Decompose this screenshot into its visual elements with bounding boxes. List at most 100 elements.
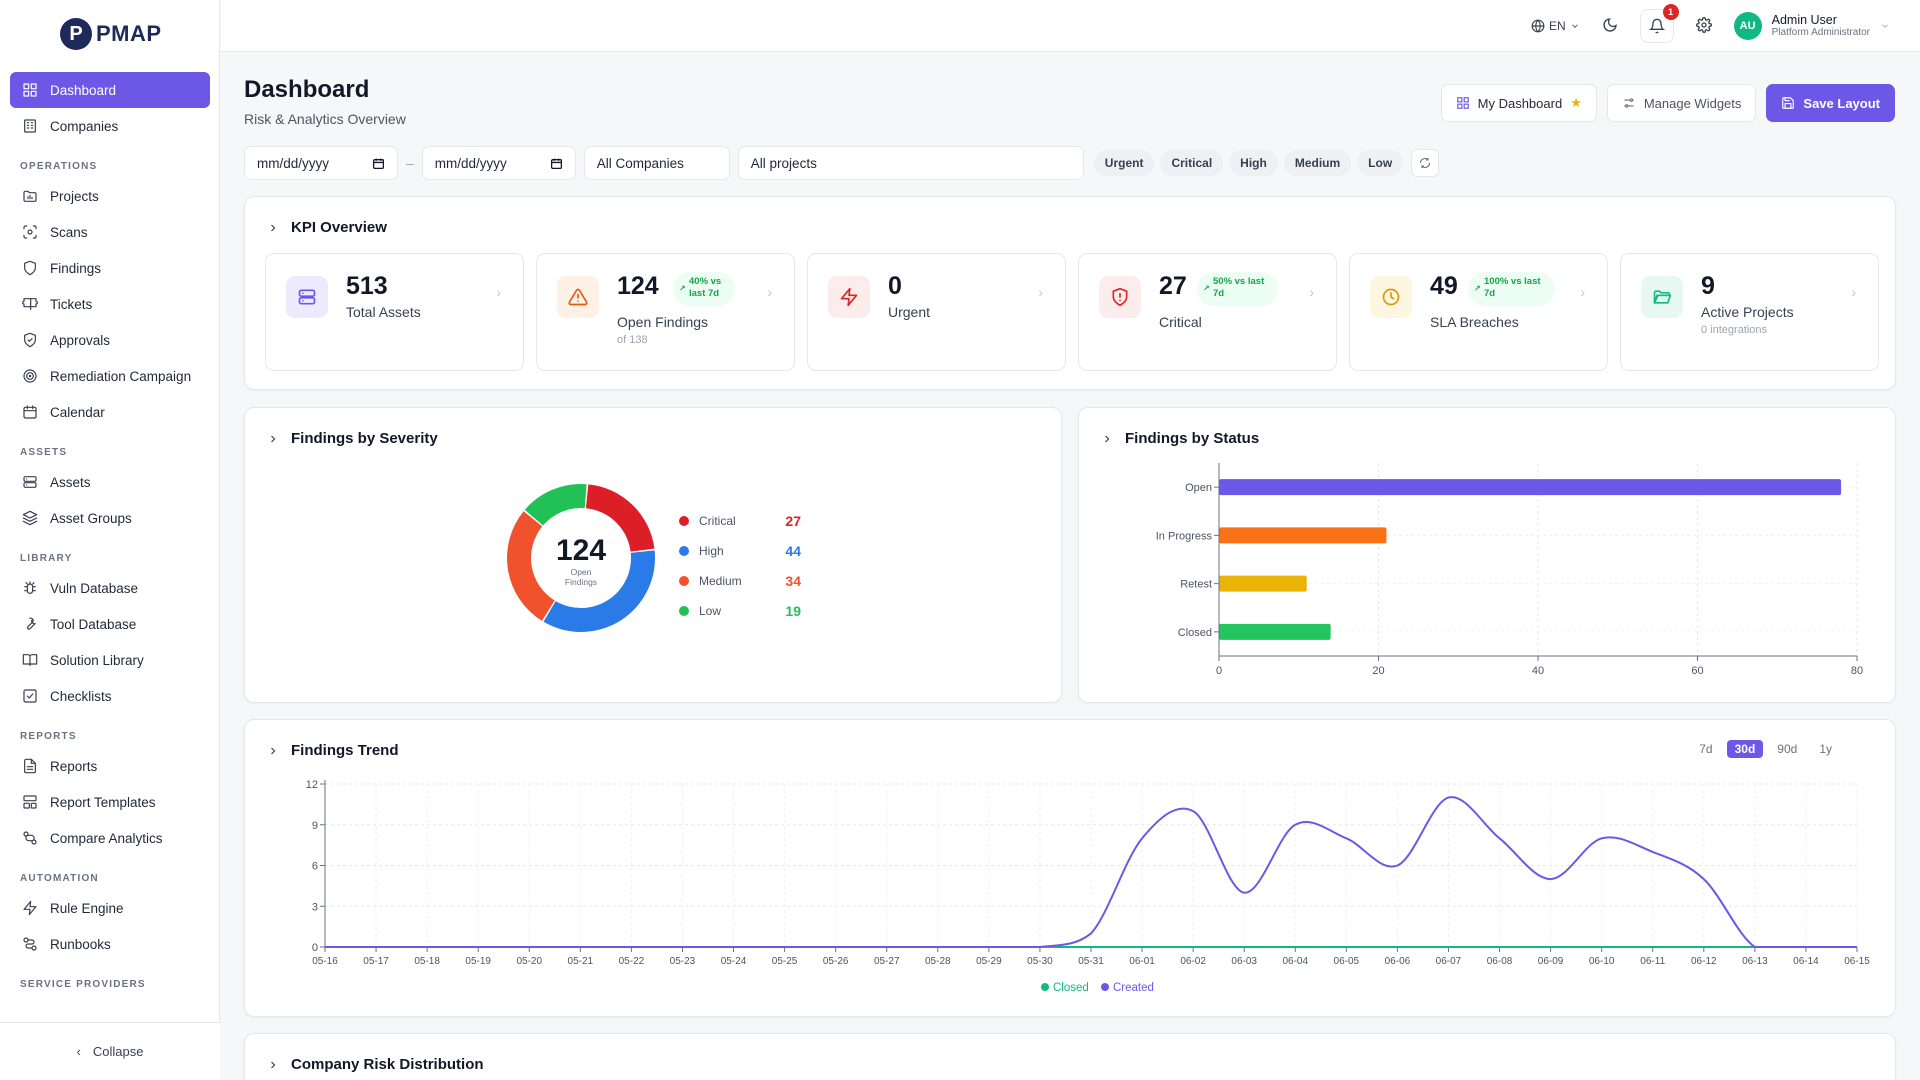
- sidebar-item-label: Tickets: [50, 296, 93, 312]
- kpi-value: 124: [617, 272, 659, 300]
- kpi-card-active-projects[interactable]: 9 Active Projects 0 integrations ›: [1620, 253, 1879, 371]
- date-from-input[interactable]: mm/dd/yyyy: [244, 146, 398, 180]
- kpi-label: Active Projects: [1701, 304, 1794, 320]
- sidebar-item-projects[interactable]: Projects: [10, 178, 210, 214]
- bar-retest[interactable]: [1219, 575, 1307, 592]
- range-7d[interactable]: 7d: [1699, 742, 1713, 756]
- notifications-button[interactable]: 1: [1639, 4, 1679, 43]
- kpi-icon-box: [557, 276, 599, 318]
- severity-chip-high[interactable]: High: [1229, 150, 1278, 176]
- donut-slice-low[interactable]: [524, 484, 587, 526]
- sidebar-item-companies[interactable]: Companies: [10, 108, 210, 144]
- language-selector[interactable]: EN: [1531, 19, 1580, 33]
- kpi-overview-header[interactable]: KPI Overview: [267, 219, 387, 236]
- bar-closed[interactable]: [1219, 623, 1331, 640]
- folder-chart-icon: [23, 190, 37, 202]
- kpi-card-urgent[interactable]: 0 Urgent ›: [807, 253, 1066, 371]
- range-30d[interactable]: 30d: [1726, 740, 1764, 758]
- save-icon: [1782, 97, 1795, 109]
- x-tick-label: 60: [1691, 665, 1703, 677]
- sidebar-item-assets[interactable]: Assets: [10, 464, 210, 500]
- sidebar-item-label: Approvals: [50, 332, 111, 348]
- chevron-right-icon: [1105, 435, 1110, 442]
- sidebar-item-remediation-campaign[interactable]: Remediation Campaign: [10, 358, 210, 394]
- sidebar-item-scans[interactable]: Scans: [10, 214, 210, 250]
- target-icon: [23, 369, 37, 383]
- refresh-button[interactable]: [1411, 149, 1440, 177]
- kpi-trend-badge: ↗ 50% vs last 7d: [1197, 272, 1279, 306]
- sidebar-item-runbooks[interactable]: Runbooks: [10, 926, 210, 962]
- severity-chip-critical[interactable]: Critical: [1160, 150, 1224, 176]
- project-select[interactable]: All projects: [737, 146, 1084, 180]
- sidebar-item-calendar[interactable]: Calendar: [10, 394, 210, 430]
- sidebar-item-dashboard[interactable]: Dashboard: [10, 72, 210, 108]
- calendar-icon-wrap: [22, 404, 38, 420]
- donut-slice-medium[interactable]: [507, 511, 555, 621]
- sidebar-item-compare-analytics[interactable]: Compare Analytics: [10, 820, 210, 856]
- my-dashboard-button[interactable]: My Dashboard ★: [1440, 84, 1597, 122]
- sidebar-item-approvals[interactable]: Approvals: [10, 322, 210, 358]
- kpi-card-sla-breaches[interactable]: 49 SLA Breaches ↗ 100% vs last 7d ›: [1349, 253, 1608, 371]
- status-header[interactable]: Findings by Status: [1101, 430, 1259, 447]
- page-title: Dashboard: [244, 76, 370, 103]
- app-logo[interactable]: P PMAP: [60, 16, 162, 52]
- bar-in-progress[interactable]: [1219, 527, 1387, 544]
- status-bar-chart: 0 20 40 60 80 Open In Progress Retest Closed: [1156, 463, 1863, 677]
- x-tick-label: 05-26: [823, 956, 849, 967]
- donut-slice-high[interactable]: [543, 550, 655, 632]
- settings-button[interactable]: [1695, 16, 1712, 36]
- kpi-sub: 0 integrations: [1701, 324, 1768, 336]
- donut-slice-critical[interactable]: [585, 484, 655, 552]
- sidebar-item-report-templates[interactable]: Report Templates: [10, 784, 210, 820]
- template-icon: [23, 795, 37, 809]
- sidebar-item-rule-engine[interactable]: Rule Engine: [10, 890, 210, 926]
- legend-item-critical: Critical 27: [679, 506, 801, 536]
- status-title: Findings by Status: [1125, 430, 1260, 447]
- folder-chart-icon-wrap: [22, 188, 38, 204]
- trend-header[interactable]: Findings Trend: [267, 742, 399, 759]
- sidebar-item-tickets[interactable]: Tickets: [10, 286, 210, 322]
- company-select[interactable]: All Companies: [583, 146, 730, 180]
- kpi-card-total-assets[interactable]: 513 Total Assets ›: [265, 253, 524, 371]
- company-risk-header[interactable]: Company Risk Distribution: [267, 1056, 484, 1073]
- severity-chip-medium[interactable]: Medium: [1283, 150, 1352, 176]
- severity-chips: Urgent Critical High Medium Low: [1093, 150, 1404, 176]
- bar-open[interactable]: [1219, 479, 1842, 496]
- date-to-input[interactable]: mm/dd/yyyy: [421, 146, 576, 180]
- legend-label-created[interactable]: Created: [1113, 982, 1154, 994]
- sidebar-item-checklists[interactable]: Checklists: [10, 678, 210, 714]
- severity-chip-low[interactable]: Low: [1357, 150, 1404, 176]
- kpi-card-critical[interactable]: 27 Critical ↗ 50% vs last 7d ›: [1078, 253, 1337, 371]
- chevron-right-icon: [271, 224, 276, 231]
- sidebar-item-label: Projects: [50, 188, 99, 204]
- sidebar-item-reports[interactable]: Reports: [10, 748, 210, 784]
- bolt-icon-wrap: [22, 900, 38, 916]
- collapse-button[interactable]: ‹ Collapse: [0, 1022, 220, 1080]
- trend-up-icon: ↗: [1474, 284, 1481, 293]
- bug-icon: [24, 581, 36, 594]
- x-tick-label: 20: [1372, 665, 1384, 677]
- shield-icon: [24, 260, 36, 276]
- kpi-card-open-findings[interactable]: 124 Open Findings of 138 ↗ 40% vs last 7d ›: [536, 253, 795, 371]
- kpi-sub: of 138: [617, 334, 648, 346]
- sidebar-item-tool-database[interactable]: Tool Database: [10, 606, 210, 642]
- sidebar-item-asset-groups[interactable]: Asset Groups: [10, 500, 210, 536]
- severity-chip-urgent[interactable]: Urgent: [1093, 150, 1155, 176]
- series-line-created[interactable]: [324, 796, 1857, 949]
- chevron-down-icon: [1882, 24, 1888, 28]
- x-tick-label: 05-29: [976, 956, 1002, 967]
- sidebar-item-vuln-database[interactable]: Vuln Database: [10, 570, 210, 606]
- range-1y[interactable]: 1y: [1819, 742, 1832, 756]
- theme-toggle-button[interactable]: [1602, 17, 1618, 36]
- save-layout-button[interactable]: Save Layout: [1766, 84, 1895, 122]
- severity-header[interactable]: Findings by Severity: [267, 430, 438, 447]
- kpi-label: Total Assets: [346, 304, 421, 320]
- sidebar-item-solution-library[interactable]: Solution Library: [10, 642, 210, 678]
- wrench-icon-wrap: [22, 616, 38, 632]
- sidebar-item-findings[interactable]: Findings: [10, 250, 210, 286]
- x-tick-label: 05-20: [516, 956, 542, 967]
- range-90d[interactable]: 90d: [1777, 742, 1798, 756]
- manage-widgets-button[interactable]: Manage Widgets: [1606, 84, 1757, 122]
- legend-label-closed[interactable]: Closed: [1053, 982, 1089, 994]
- user-menu[interactable]: AU Admin User Platform Administrator: [1733, 12, 1890, 40]
